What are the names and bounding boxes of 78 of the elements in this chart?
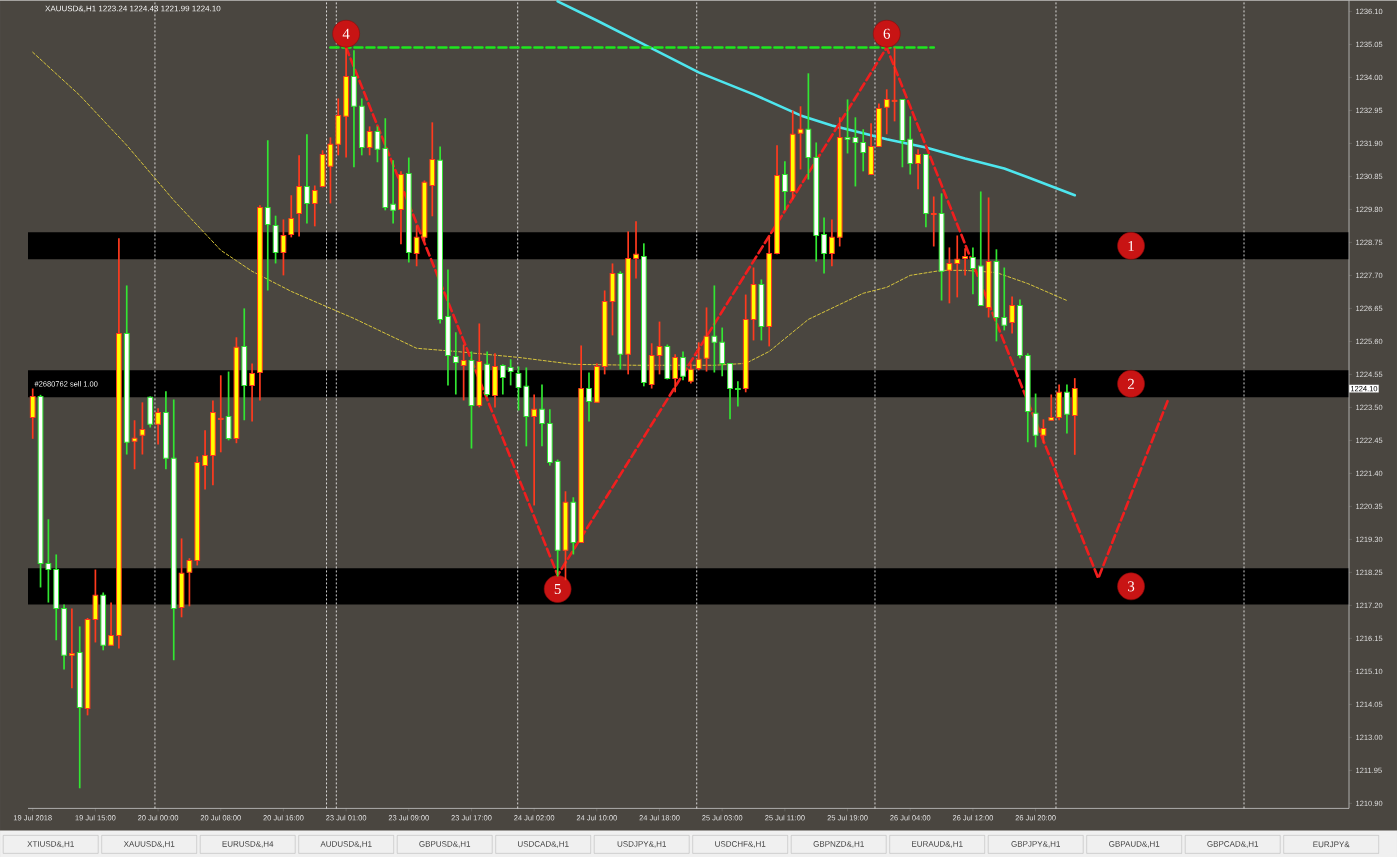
candlestick	[656, 320, 663, 376]
candlestick	[280, 218, 287, 277]
candlestick	[311, 184, 318, 228]
candlestick	[1009, 295, 1015, 335]
candlestick	[821, 216, 827, 275]
candlestick	[374, 125, 381, 163]
candlestick	[155, 407, 161, 446]
candlestick	[680, 350, 686, 382]
text: XAUUSD&,H1 1223.24 1224.43 1221.99 1224.10	[45, 5, 221, 13]
candlestick	[264, 139, 271, 292]
text: AUDUSD&,H1	[320, 840, 372, 848]
text: USDJPY&,H1	[617, 840, 666, 848]
candlestick	[586, 371, 592, 423]
candlestick	[29, 387, 36, 440]
candlestick	[782, 160, 788, 211]
candlestick	[186, 557, 193, 607]
text: GBPAUD&,H1	[1109, 840, 1160, 848]
candlestick	[1048, 393, 1055, 421]
text: EURJPY&	[1313, 841, 1350, 848]
text: GBPUSD&,H1	[419, 840, 471, 848]
candlestick	[954, 234, 961, 299]
candlestick	[915, 148, 921, 190]
candlestick	[366, 125, 373, 156]
line-series	[556, 0, 1077, 197]
text: USDCAD&,H1	[518, 840, 569, 848]
candlestick	[131, 419, 138, 470]
text: XAUUSD&,H1	[123, 840, 175, 848]
candlestick	[930, 195, 937, 248]
text: EURUSD&,H4	[222, 840, 274, 848]
candlestick	[69, 607, 75, 689]
candlestick	[719, 326, 726, 377]
annotation: 6	[883, 28, 891, 39]
candlestick	[672, 353, 679, 393]
annotation: 4	[342, 28, 350, 39]
candlestick	[507, 358, 514, 387]
text: USDCHF&,H1	[715, 840, 766, 848]
candlestick	[217, 374, 224, 453]
candlestick	[633, 220, 639, 280]
candlestick	[891, 46, 898, 123]
band-label: 3	[1128, 581, 1135, 592]
candlestick	[1032, 392, 1039, 448]
line-series	[32, 51, 1068, 366]
text: GBPNZD&,H1	[813, 840, 864, 848]
candlestick	[499, 363, 506, 396]
candlestick	[539, 383, 545, 448]
candlestick	[460, 343, 467, 402]
candlestick	[970, 246, 976, 295]
candlestick	[249, 362, 255, 423]
candlestick	[711, 284, 718, 374]
candlestick	[688, 362, 694, 385]
text: EURAUD&,H1	[912, 840, 963, 848]
candlestick	[202, 429, 208, 491]
candlestick	[860, 128, 867, 173]
candlestick	[225, 370, 232, 442]
candlestick	[390, 159, 396, 225]
text: XTIUSD&,H1	[27, 840, 74, 848]
candlestick	[946, 246, 953, 305]
candlestick	[304, 133, 310, 225]
candlestick	[288, 194, 295, 239]
band-label: 2	[1127, 378, 1134, 389]
candlestick	[1040, 418, 1047, 444]
candlestick	[962, 247, 968, 277]
candlestick	[883, 88, 890, 135]
text: GBPCAD&,H1	[1207, 840, 1259, 848]
text: GBPJPY&,H1	[1011, 840, 1060, 848]
candlestick	[139, 401, 146, 456]
annotation: 5	[554, 583, 561, 594]
candlestick	[108, 601, 114, 646]
candlestick	[531, 393, 538, 507]
candlestick	[695, 341, 702, 371]
candlestick	[1064, 383, 1070, 435]
candlestick	[735, 380, 741, 408]
candlestick	[797, 105, 804, 171]
candlestick	[452, 331, 459, 396]
candlestick	[1001, 266, 1008, 332]
candlestick	[829, 218, 835, 267]
band-label: 1	[1128, 240, 1134, 251]
candlestick	[703, 306, 710, 373]
